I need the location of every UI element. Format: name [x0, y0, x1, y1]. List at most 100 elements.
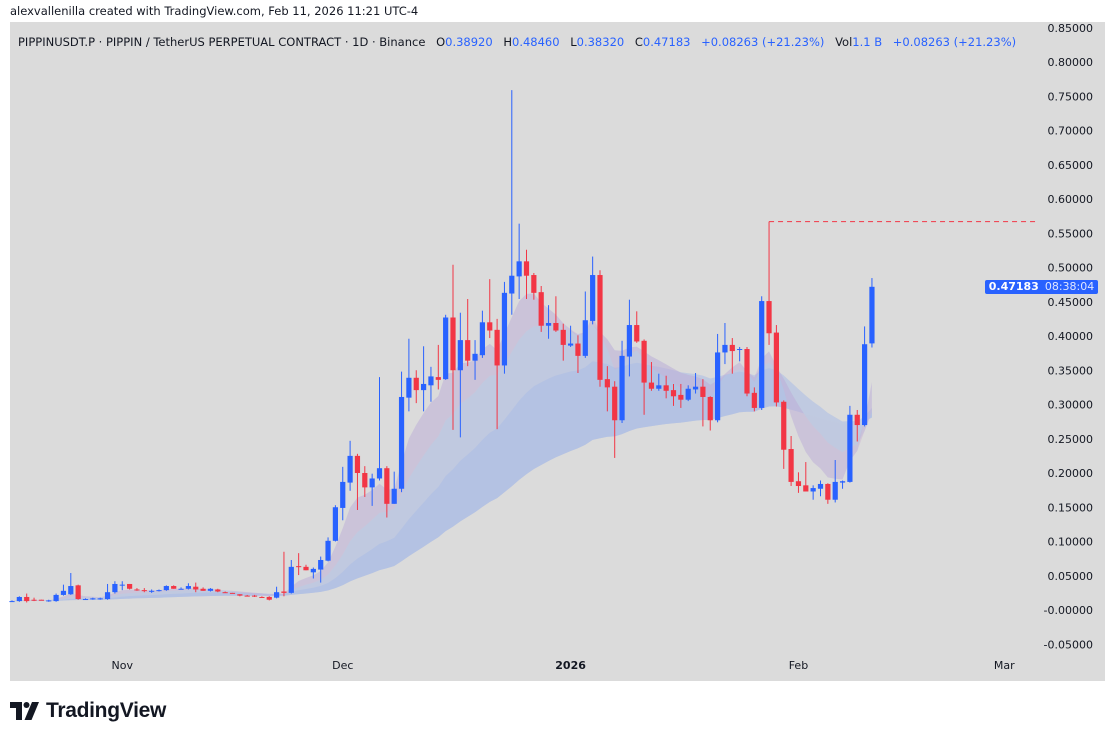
candle-body [332, 507, 338, 541]
candle-body [443, 317, 449, 380]
candle-body [200, 588, 206, 591]
last-price: 0.47183 [988, 280, 1039, 293]
price-tick-label: 0.50000 [1048, 262, 1094, 275]
candle-body [545, 322, 552, 326]
candle-body [207, 588, 214, 591]
price-tick-label: 0.20000 [1048, 467, 1094, 480]
candle-body [759, 301, 765, 408]
candle-body [795, 481, 802, 487]
ema-band-bearish [12, 293, 872, 602]
candle-body [538, 292, 544, 326]
candle-body [362, 473, 368, 488]
candle-body [869, 286, 875, 344]
candle-body [744, 349, 750, 394]
candle-body [149, 590, 155, 592]
time-tick-label: Mar [994, 659, 1015, 672]
candle-body [193, 586, 199, 590]
candle-body [737, 349, 743, 351]
candle-body [215, 589, 221, 592]
candle-body [171, 586, 177, 589]
candle-body [68, 586, 74, 595]
price-tick-label: 0.65000 [1048, 159, 1094, 172]
low-value: 0.38320 [576, 35, 625, 49]
candle-body [325, 540, 331, 561]
volume-value: 1.1 B [852, 35, 883, 49]
candle-body [700, 386, 706, 397]
candle-body [604, 379, 610, 388]
time-tick-label: Dec [332, 659, 353, 672]
candle-body [648, 382, 655, 389]
price-tick-label: 0.40000 [1048, 330, 1094, 343]
price-tick-label: -0.05000 [1044, 638, 1093, 651]
candle-body [369, 478, 375, 488]
candle-body [119, 584, 125, 586]
candle-body [494, 329, 500, 366]
time-tick-label: Feb [789, 659, 808, 672]
tradingview-logo[interactable]: TradingView [10, 699, 166, 723]
candle-body [376, 468, 383, 479]
candle-body [90, 598, 96, 600]
symbol-title[interactable]: PIPPINUSDT.P · PIPPIN / TetherUS PERPETU… [18, 35, 426, 49]
candle-body [303, 566, 309, 571]
candle-body [354, 455, 361, 473]
candle-body [46, 600, 52, 602]
chart-panel[interactable] [10, 22, 1105, 681]
candle-body [266, 596, 272, 600]
candle-body [479, 322, 485, 356]
candle-body [24, 596, 30, 602]
open-label: O [436, 35, 446, 49]
candle-body [340, 481, 346, 508]
candle-body [560, 329, 566, 345]
candle-body [16, 596, 22, 602]
tradingview-logo-text: TradingView [46, 699, 167, 722]
candle-body [457, 340, 463, 371]
candle-body [803, 485, 809, 492]
ema-band-fast [12, 293, 872, 602]
candle-body [788, 449, 794, 482]
candle-body [766, 301, 772, 334]
volume-label: Vol [835, 35, 853, 49]
candle-body [707, 396, 713, 421]
candle-body [229, 592, 236, 594]
candle-body [281, 591, 287, 593]
candle-body [384, 468, 390, 504]
time-axis[interactable]: Nov Dec 2026 Feb Mar [112, 659, 1016, 672]
candle-body [722, 344, 728, 353]
tradingview-logo-icon [10, 702, 39, 720]
price-tick-label: 0.85000 [1048, 22, 1094, 35]
price-tick-label: 0.30000 [1048, 399, 1094, 412]
price-tick-label: 0.60000 [1048, 193, 1094, 206]
price-tick-label: 0.80000 [1048, 56, 1094, 69]
candle-body [75, 585, 81, 600]
candle-body [670, 390, 677, 397]
time-tick-label: Nov [112, 659, 134, 672]
price-axis[interactable]: 0.85000 0.80000 0.75000 0.70000 0.65000 0.600… [1044, 22, 1093, 652]
candle-body [590, 275, 596, 321]
candle-body [222, 592, 228, 594]
candle-body [773, 332, 779, 403]
candle-body [9, 601, 15, 603]
candle-body [597, 275, 603, 380]
candle-body [435, 377, 441, 380]
symbol-legend: PIPPINUSDT.P · PIPPIN / TetherUS PERPETU… [18, 35, 1016, 49]
price-tick-label: 0.15000 [1048, 501, 1094, 514]
ema-band-mid [12, 324, 872, 602]
candle-body [259, 596, 265, 598]
candle-body [847, 414, 853, 482]
candle-body [274, 592, 280, 598]
candle-body [244, 595, 250, 597]
close-value: 0.47183 [642, 35, 691, 49]
candle-body [839, 481, 846, 483]
candle-body [406, 377, 412, 398]
price-tick-label: 0.10000 [1048, 536, 1094, 549]
price-tick-label: -0.00000 [1044, 604, 1093, 617]
candle-body [641, 340, 647, 383]
volume-change-value: +0.08263 (+21.23%) [892, 35, 1017, 49]
price-tick-label: 0.35000 [1048, 364, 1094, 377]
candle-body [582, 320, 588, 356]
candle-body [134, 589, 140, 591]
candle-body [568, 343, 574, 346]
candle-body [82, 599, 89, 601]
candle-body [31, 599, 37, 601]
